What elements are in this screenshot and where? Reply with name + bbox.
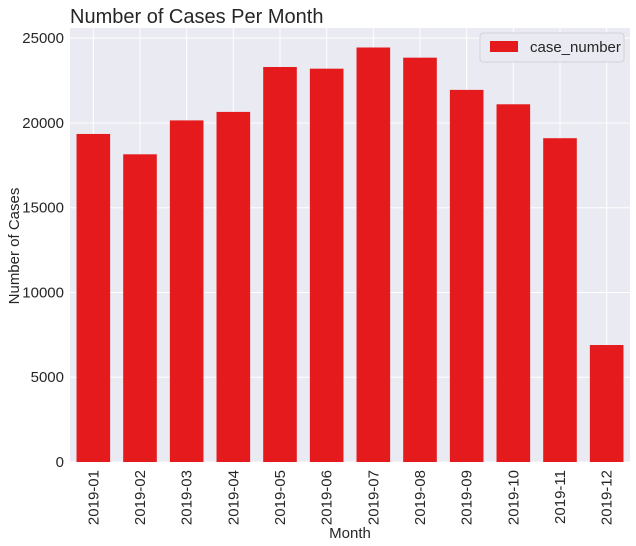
x-tick-label: 2019-05	[272, 470, 289, 525]
legend: case_number	[479, 32, 625, 63]
x-tick-label: 2019-01	[85, 470, 102, 525]
y-tick-label: 20000	[22, 115, 64, 132]
bars	[76, 47, 624, 462]
y-tick-label: 0	[56, 454, 64, 471]
bar-2019-06	[309, 68, 344, 462]
x-axis-label: Month	[329, 525, 371, 542]
bar-2019-04	[216, 111, 251, 462]
x-tick-label: 2019-08	[412, 470, 429, 525]
bar-2019-05	[263, 66, 297, 462]
bar-2019-10	[496, 104, 531, 462]
y-axis-ticks: 0 5000 10000 15000 20000 25000	[22, 30, 64, 471]
bar-2019-07	[356, 47, 391, 462]
x-tick-label: 2019-06	[319, 470, 336, 525]
x-tick-label: 2019-10	[505, 470, 522, 525]
bar-2019-09	[449, 89, 484, 462]
plot-area	[70, 28, 630, 462]
bar-2019-03	[169, 120, 204, 462]
x-tick-label: 2019-04	[225, 470, 242, 525]
bar-2019-01	[76, 133, 111, 462]
x-tick-label: 2019-09	[459, 470, 476, 525]
legend-swatch	[490, 41, 518, 52]
chart-title: Number of Cases Per Month	[70, 6, 323, 28]
bar-2019-11	[543, 138, 577, 462]
x-tick-label: 2019-02	[132, 470, 149, 525]
x-tick-label: 2019-07	[365, 470, 382, 525]
legend-label: case_number	[530, 39, 621, 56]
y-tick-label: 15000	[22, 200, 64, 217]
x-tick-label: 2019-11	[552, 470, 569, 524]
y-axis-label: Number of Cases	[6, 188, 23, 305]
y-tick-label: 25000	[22, 30, 64, 47]
bar-2019-12	[589, 345, 624, 462]
y-tick-label: 10000	[22, 284, 64, 301]
bar-2019-02	[123, 154, 157, 462]
x-axis-ticks: 2019-01 2019-02 2019-03 2019-04 2019-05 2019-…	[85, 470, 615, 525]
x-tick-label: 2019-12	[599, 470, 616, 525]
x-tick-label: 2019-03	[179, 470, 196, 525]
bar-2019-08	[403, 57, 437, 462]
y-tick-label: 5000	[31, 369, 64, 386]
legend-box	[479, 32, 625, 63]
